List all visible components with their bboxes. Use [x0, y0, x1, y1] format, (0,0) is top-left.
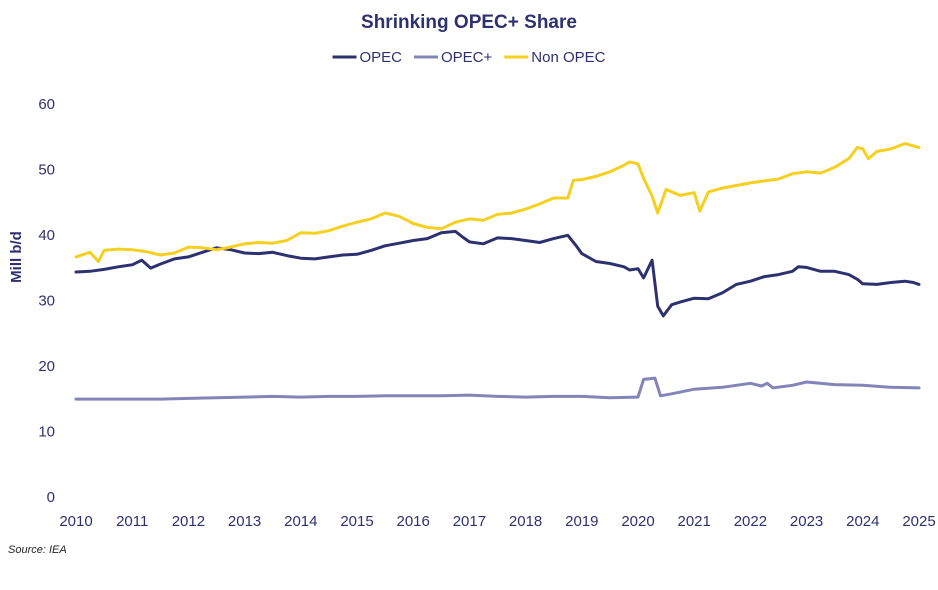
legend-label: Non OPEC	[531, 49, 605, 66]
source-note: Source: IEA	[8, 544, 67, 556]
x-tick-label: 2011	[116, 513, 148, 530]
y-tick-label: 50	[38, 162, 55, 179]
y-tick-label: 60	[38, 96, 55, 113]
chart-title: Shrinking OPEC+ Share	[361, 12, 577, 33]
x-tick-label: 2013	[228, 513, 261, 530]
legend-item: OPEC	[332, 49, 403, 66]
legend-item: Non OPEC	[504, 49, 606, 66]
series-line-non-opec	[74, 142, 921, 263]
chart-legend: OPEC OPEC+ Non OPEC	[332, 49, 606, 66]
legend-label: OPEC	[360, 49, 403, 66]
x-tick-label: 2021	[678, 513, 711, 530]
x-tick-label: 2023	[790, 513, 823, 530]
y-tick-label: 40	[38, 227, 55, 244]
x-tick-label: 2022	[734, 513, 767, 530]
series-line-opec	[74, 229, 921, 318]
x-tick-label: 2012	[172, 513, 205, 530]
y-axis: 0 10 20 30 40 50 60	[38, 96, 55, 506]
x-tick-label: 2025	[902, 513, 935, 530]
plot-area	[74, 142, 921, 401]
x-tick-label: 2017	[453, 513, 486, 530]
x-tick-label: 2016	[397, 513, 430, 530]
x-tick-label: 2018	[509, 513, 542, 530]
legend-label: OPEC+	[441, 49, 493, 66]
y-tick-label: 20	[38, 358, 55, 375]
y-tick-label: 10	[38, 424, 55, 441]
x-tick-label: 2010	[59, 513, 92, 530]
y-tick-label: 0	[47, 489, 55, 506]
x-tick-label: 2024	[846, 513, 879, 530]
y-tick-label: 30	[38, 293, 55, 310]
legend-item: OPEC+	[414, 49, 493, 66]
x-tick-label: 2014	[284, 513, 317, 530]
y-axis-label: Mill b/d	[8, 231, 25, 283]
x-tick-label: 2015	[340, 513, 373, 530]
series-line-opec	[74, 376, 921, 401]
x-tick-label: 2020	[621, 513, 654, 530]
x-axis: 2010 2011 2012 2013 2014 2015 2016 2017 2018 2019…	[59, 513, 935, 530]
x-tick-label: 2019	[565, 513, 598, 530]
